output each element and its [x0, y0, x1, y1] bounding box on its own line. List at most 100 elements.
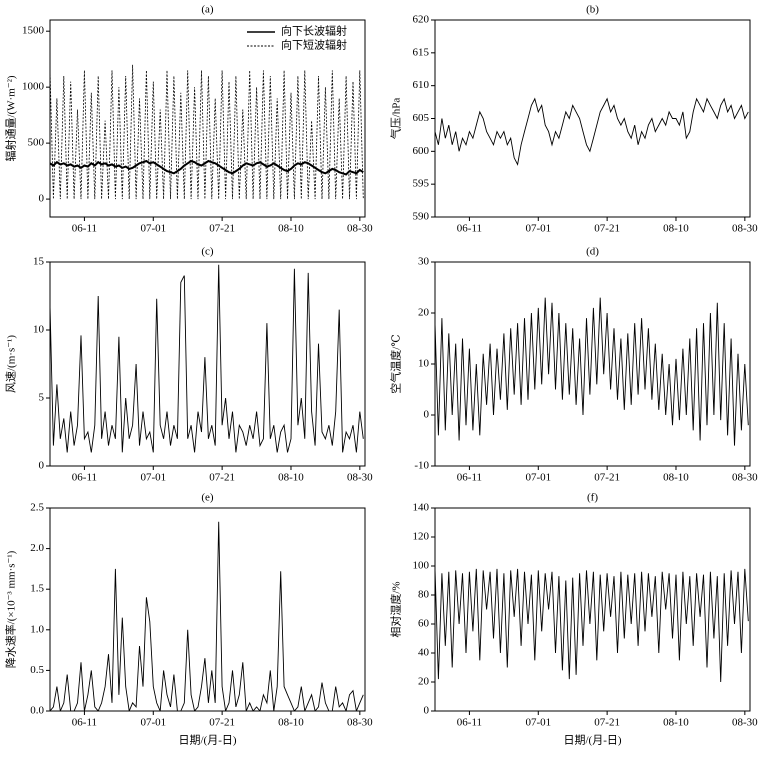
y-tick-label: 1.0	[30, 623, 44, 635]
x-tick-label: 08-10	[663, 472, 689, 484]
y-tick-label: 15	[33, 256, 45, 268]
x-tick-label: 07-21	[209, 472, 235, 484]
x-tick-label: 07-21	[209, 223, 235, 235]
x-tick-label: 06-11	[457, 223, 482, 235]
y-tick-label: 1500	[22, 25, 45, 37]
x-tick-label: 08-30	[347, 472, 373, 484]
y-tick-label: 2.5	[30, 502, 44, 514]
axes-frame	[434, 19, 751, 218]
x-tick-label: 08-10	[278, 223, 304, 235]
x-tick-label: 07-01	[525, 223, 551, 235]
x-axis-label: 日期/(月-日)	[178, 734, 236, 747]
x-tick-label: 08-30	[732, 223, 758, 235]
y-tick-label: 5	[39, 392, 45, 404]
x-tick-label: 06-11	[457, 717, 482, 729]
y-tick-label: 590	[413, 211, 430, 223]
y-tick-label: 140	[413, 502, 430, 514]
axes-frame	[434, 507, 751, 712]
x-tick-label: 08-10	[278, 472, 304, 484]
axes-frame	[49, 19, 366, 218]
y-tick-label: 595	[413, 178, 430, 190]
y-axis-label: 辐射通量/(W·m⁻²)	[4, 75, 18, 161]
y-tick-label: 10	[33, 324, 45, 336]
y-tick-label: 20	[418, 307, 430, 319]
panel-title: (c)	[201, 246, 214, 258]
panel: (c) 0 5 10 15 06-11 07-01 07-21 08-10 08-30 风速/(m·…	[5, 246, 374, 484]
x-tick-label: 06-11	[72, 223, 97, 235]
y-tick-label: 10	[418, 358, 430, 370]
axes-frame	[49, 507, 366, 712]
x-tick-label: 07-21	[594, 717, 620, 729]
y-tick-label: 80	[418, 589, 430, 601]
y-tick-label: 60	[418, 618, 430, 630]
x-tick-label: 06-11	[72, 472, 97, 484]
panel: (d) -10 0 10 20 30 06-11 07-01 07-21 08-10 08-30 空气…	[389, 246, 759, 484]
x-tick-label: 07-21	[209, 717, 235, 729]
data-line	[50, 159, 364, 176]
y-axis-label: 风速/(m·s⁻¹)	[5, 335, 18, 393]
x-tick-label: 07-21	[594, 223, 620, 235]
y-tick-label: 30	[418, 256, 430, 268]
x-tick-label: 08-30	[347, 717, 373, 729]
x-tick-label: 07-01	[525, 472, 551, 484]
y-tick-label: 2.0	[30, 542, 44, 554]
plot-area	[50, 64, 364, 200]
x-tick-label: 07-21	[594, 472, 620, 484]
x-tick-label: 07-01	[140, 472, 166, 484]
y-tick-label: 0	[39, 460, 45, 472]
x-tick-label: 08-30	[347, 223, 373, 235]
y-axis-label: 空气温度/℃	[389, 334, 403, 393]
y-tick-label: 0.5	[30, 664, 44, 676]
y-tick-label: 120	[413, 531, 430, 543]
panel-title: (a)	[201, 4, 214, 16]
x-tick-label: 06-11	[457, 472, 482, 484]
panel: (a) 0 500 1000 1500 06-11 07-01 07-21 08-10 08-30…	[4, 4, 374, 235]
panel: (b) 590 595 600 605 610 615 620 06-11 07-01 07-21 0…	[389, 4, 759, 235]
panel-title: (b)	[586, 4, 599, 16]
x-tick-label: 07-01	[140, 717, 166, 729]
y-tick-label: 100	[413, 560, 430, 572]
x-tick-label: 08-30	[732, 717, 758, 729]
x-tick-label: 07-01	[525, 717, 551, 729]
data-line	[50, 264, 364, 453]
x-tick-label: 07-01	[140, 223, 166, 235]
x-tick-label: 08-10	[663, 223, 689, 235]
legend-label: 向下短波辐射	[281, 38, 347, 52]
data-line	[435, 297, 749, 446]
panel-title: (f)	[587, 492, 598, 504]
data-line	[50, 64, 364, 200]
y-axis-label: 相对湿度/%	[389, 581, 403, 637]
x-tick-label: 06-11	[72, 717, 97, 729]
y-tick-label: 500	[28, 137, 45, 149]
x-axis-label: 日期/(月-日)	[563, 734, 621, 747]
y-tick-label: 615	[413, 46, 430, 58]
y-tick-label: 620	[413, 14, 430, 26]
panel-title: (d)	[586, 246, 599, 258]
plot-area	[50, 521, 364, 711]
panel: (f) 0 20 40 60 80 100 120 140 06-11 07-01 07-21 08-1…	[389, 492, 759, 747]
data-line	[435, 568, 749, 683]
x-tick-label: 08-30	[732, 472, 758, 484]
y-tick-label: 610	[413, 79, 430, 91]
axes-frame	[49, 261, 366, 467]
x-tick-label: 08-10	[663, 717, 689, 729]
plot-area	[435, 97, 749, 166]
y-tick-label: -10	[414, 460, 429, 472]
y-tick-label: 0	[39, 193, 45, 205]
y-tick-label: 1000	[22, 81, 45, 93]
y-axis-label: 降水速率/(×10⁻³ mm·s⁻¹)	[4, 550, 18, 668]
y-tick-label: 40	[418, 647, 430, 659]
y-tick-label: 0.0	[30, 705, 44, 717]
data-line	[50, 521, 364, 711]
data-line	[435, 97, 749, 166]
y-tick-label: 20	[418, 676, 430, 688]
y-axis-label: 气压/hPa	[389, 98, 403, 140]
y-tick-label: 605	[413, 112, 430, 124]
y-tick-label: 0	[424, 705, 430, 717]
y-tick-label: 1.5	[30, 583, 44, 595]
legend-label: 向下长波辐射	[281, 24, 347, 38]
panel-title: (e)	[201, 492, 214, 504]
plot-area	[435, 568, 749, 683]
plot-area	[435, 297, 749, 446]
